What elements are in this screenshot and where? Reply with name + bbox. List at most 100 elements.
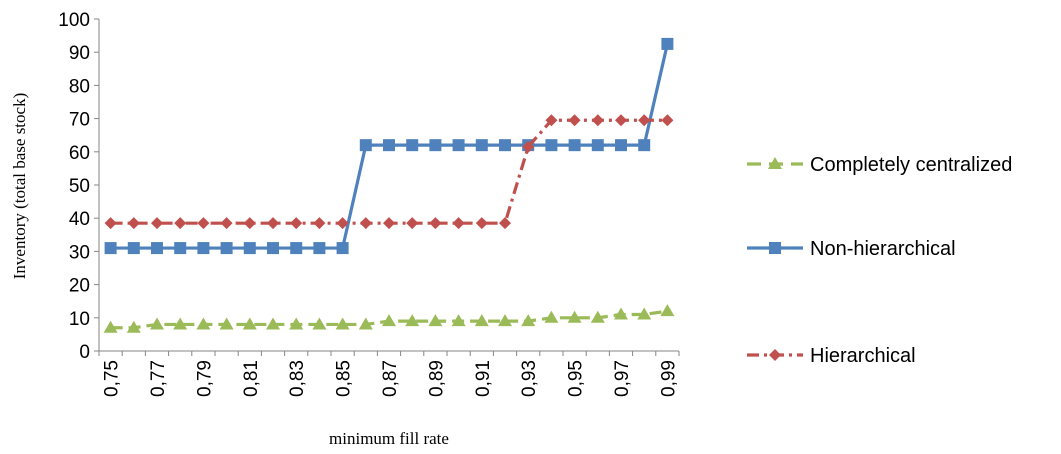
data-point (383, 217, 395, 230)
data-point (173, 317, 188, 330)
data-point (545, 139, 558, 152)
data-point (452, 217, 465, 230)
data-point (429, 217, 442, 230)
y-tick-label: 10 (69, 309, 90, 330)
series-line (110, 118, 668, 225)
y-axis-ticks: 0 10 20 30 40 50 60 70 80 90 100 (58, 10, 99, 363)
legend-marker (769, 242, 781, 254)
data-point (127, 242, 140, 255)
data-point (104, 217, 117, 230)
data-point (521, 314, 536, 327)
x-tick-label: 0,87 (380, 360, 401, 397)
data-point (290, 217, 303, 230)
y-tick-label: 0 (79, 342, 90, 363)
data-point (197, 242, 210, 255)
data-point (567, 310, 582, 323)
x-tick-label: 0,97 (612, 360, 633, 397)
y-tick-label: 40 (69, 209, 90, 230)
data-point (312, 317, 327, 330)
data-point (243, 242, 256, 255)
data-point (591, 114, 604, 127)
data-point (568, 114, 581, 127)
data-point (499, 139, 511, 152)
data-point (174, 242, 187, 255)
data-point (197, 217, 210, 230)
y-tick-label: 60 (69, 143, 90, 164)
data-point (196, 317, 211, 330)
data-point (451, 314, 466, 327)
x-tick-label: 0,95 (566, 360, 587, 397)
data-point (290, 242, 303, 255)
data-point (383, 139, 395, 152)
series-completely-centralized (103, 304, 675, 333)
data-point (660, 304, 675, 317)
data-point (522, 140, 535, 153)
x-tick-label: 0,99 (658, 360, 679, 397)
data-point (313, 217, 326, 230)
data-point (103, 320, 118, 333)
y-axis-title: Inventory (total base stock) (10, 93, 29, 279)
legend-marker (768, 157, 782, 169)
x-tick-label: 0,81 (241, 360, 262, 397)
data-point (428, 314, 443, 327)
x-tick-label: 0,91 (473, 360, 494, 397)
data-point (498, 314, 512, 327)
data-point (243, 217, 256, 230)
y-tick-label: 80 (69, 76, 90, 97)
data-point (104, 242, 117, 255)
y-tick-label: 50 (69, 176, 90, 197)
series-hierarchical (104, 114, 674, 230)
data-point (545, 114, 558, 127)
data-point (219, 317, 234, 330)
y-tick-label: 100 (58, 10, 90, 31)
data-point (638, 114, 651, 127)
data-point (638, 139, 651, 152)
y-tick-label: 90 (69, 43, 90, 64)
data-point (405, 314, 420, 327)
data-point (358, 317, 373, 330)
data-point (406, 217, 419, 230)
data-point (382, 314, 396, 327)
data-point (242, 317, 257, 330)
data-point (661, 114, 674, 127)
data-point (359, 217, 372, 230)
x-axis-title: minimum fill rate (329, 429, 449, 448)
data-point (544, 310, 559, 323)
legend-marker (769, 349, 781, 361)
axes (98, 19, 679, 352)
data-point (220, 242, 233, 255)
data-point (267, 242, 279, 255)
x-tick-label: 0,77 (148, 360, 169, 397)
data-point (475, 217, 488, 230)
data-point (591, 139, 604, 152)
legend-item: Hierarchical (747, 345, 916, 367)
data-point (335, 317, 350, 330)
y-tick-label: 30 (69, 242, 90, 263)
data-point (429, 139, 442, 152)
series-non-hierarchical (104, 37, 674, 255)
data-point (289, 317, 304, 330)
x-tick-label: 0,85 (334, 360, 355, 397)
legend-label: Hierarchical (810, 345, 916, 367)
x-tick-label: 0,79 (194, 360, 215, 397)
data-point (499, 217, 511, 230)
data-point (590, 310, 605, 323)
legend-label: Non-hierarchical (810, 238, 956, 260)
data-point (475, 139, 488, 152)
data-point (359, 139, 372, 152)
legend-item: Non-hierarchical (747, 238, 956, 260)
legend-item: Completely centralized (747, 154, 1012, 176)
data-point (615, 114, 627, 127)
data-point (313, 242, 326, 255)
legend-label: Completely centralized (810, 154, 1012, 176)
data-point (568, 139, 581, 152)
data-point (126, 320, 141, 333)
data-point (614, 307, 628, 320)
series-layer (103, 37, 675, 333)
data-point (452, 139, 465, 152)
data-point (151, 242, 163, 255)
x-tick-label: 0,75 (102, 360, 123, 397)
data-point (406, 139, 419, 152)
data-point (267, 217, 279, 230)
